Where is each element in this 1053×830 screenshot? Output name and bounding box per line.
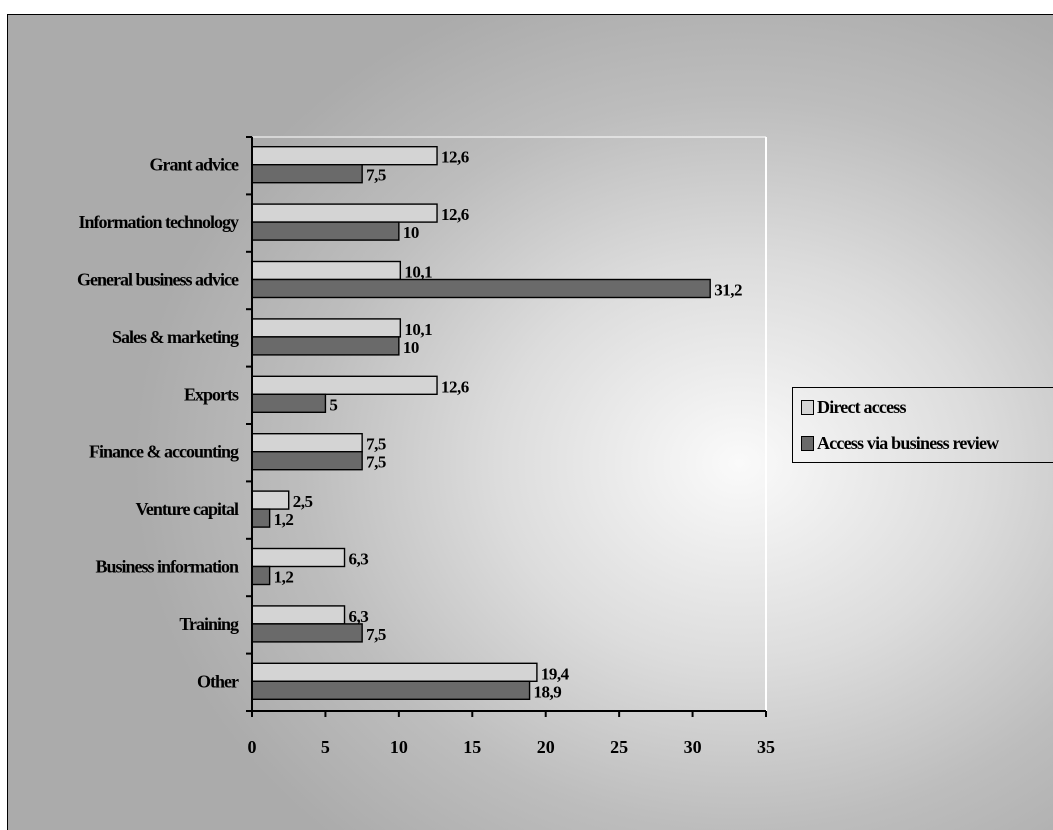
value-label-access-via-business-review-sales-and-marketing: 10 (403, 338, 419, 357)
bar-direct-access-training (252, 606, 345, 624)
value-label-direct-access-information-technology: 12,6 (441, 205, 469, 224)
bar-direct-access-grant-advice (252, 147, 437, 165)
value-label-direct-access-other: 19,4 (541, 664, 570, 683)
bar-direct-access-exports (252, 376, 437, 394)
value-label-direct-access-grant-advice: 12,6 (441, 148, 469, 167)
value-label-access-via-business-review-other: 18,9 (534, 682, 562, 701)
category-label-business-information: Business information (95, 557, 239, 577)
bar-direct-access-finance-and-accounting (252, 434, 362, 452)
category-label-other: Other (197, 671, 239, 691)
bar-access-via-business-review-other (252, 681, 530, 699)
legend: Direct access Access via business review (792, 387, 1053, 463)
category-label-venture-capital: Venture capital (135, 499, 239, 519)
value-label-access-via-business-review-information-technology: 10 (403, 223, 419, 242)
value-label-direct-access-exports: 12,6 (441, 377, 469, 396)
value-label-access-via-business-review-finance-and-accounting: 7,5 (366, 453, 386, 472)
bar-access-via-business-review-sales-and-marketing (252, 337, 399, 355)
category-label-information-technology: Information technology (79, 212, 239, 232)
bar-direct-access-business-information (252, 549, 345, 567)
x-tick-label-20: 20 (537, 737, 555, 757)
x-tick-label-30: 30 (684, 737, 702, 757)
category-label-general-business-advice: General business advice (77, 270, 239, 290)
bar-direct-access-sales-and-marketing (252, 319, 400, 337)
value-label-direct-access-sales-and-marketing: 10,1 (404, 320, 432, 339)
bar-direct-access-information-technology (252, 204, 437, 222)
x-tick-label-15: 15 (463, 737, 481, 757)
x-tick-label-5: 5 (321, 737, 330, 757)
value-label-direct-access-business-information: 6,3 (349, 550, 369, 569)
value-label-direct-access-training: 6,3 (349, 607, 369, 626)
bar-access-via-business-review-grant-advice (252, 165, 362, 183)
x-tick-label-25: 25 (610, 737, 628, 757)
bar-access-via-business-review-exports (252, 394, 325, 412)
value-label-access-via-business-review-grant-advice: 7,5 (366, 166, 386, 185)
value-label-direct-access-finance-and-accounting: 7,5 (366, 435, 386, 454)
x-tick-label-35: 35 (757, 737, 775, 757)
legend-label-direct-access: Direct access (817, 397, 906, 418)
category-label-sales-and-marketing: Sales & marketing (112, 327, 239, 347)
value-label-access-via-business-review-exports: 5 (329, 395, 337, 414)
bar-access-via-business-review-information-technology (252, 222, 399, 240)
category-label-exports: Exports (184, 384, 239, 404)
category-label-grant-advice: Grant advice (150, 155, 239, 175)
category-label-finance-and-accounting: Finance & accounting (89, 442, 239, 462)
x-tick-label-0: 0 (248, 737, 257, 757)
value-label-access-via-business-review-venture-capital: 1,2 (274, 510, 294, 529)
bar-direct-access-venture-capital (252, 491, 289, 509)
x-tick-label-10: 10 (390, 737, 408, 757)
value-label-access-via-business-review-business-information: 1,2 (274, 568, 294, 587)
legend-item-direct-access: Direct access (801, 396, 906, 418)
value-label-access-via-business-review-general-business-advice: 31,2 (714, 281, 742, 300)
bar-direct-access-other (252, 663, 537, 681)
value-label-direct-access-venture-capital: 2,5 (293, 492, 313, 511)
legend-swatch-direct-access (801, 400, 814, 415)
bar-access-via-business-review-training (252, 624, 362, 642)
bar-access-via-business-review-finance-and-accounting (252, 452, 362, 470)
value-label-access-via-business-review-training: 7,5 (366, 625, 386, 644)
value-label-direct-access-general-business-advice: 10,1 (404, 263, 432, 282)
legend-swatch-access-via-business-review (801, 436, 814, 451)
bar-access-via-business-review-venture-capital (252, 509, 270, 527)
bar-access-via-business-review-general-business-advice (252, 280, 710, 298)
legend-item-access-via-business-review: Access via business review (801, 432, 998, 454)
bar-direct-access-general-business-advice (252, 262, 400, 280)
legend-label-access-via-business-review: Access via business review (817, 433, 998, 454)
category-label-training: Training (179, 614, 239, 634)
bar-access-via-business-review-business-information (252, 567, 270, 585)
